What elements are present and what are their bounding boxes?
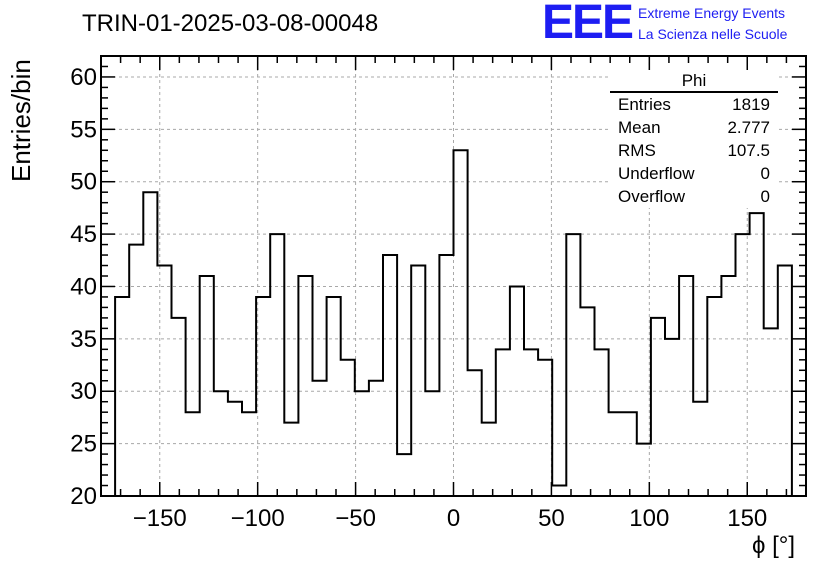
stats-row: Overflow 0 <box>610 185 778 208</box>
histogram-bin <box>609 412 623 496</box>
histogram-bin <box>242 412 256 496</box>
histogram-bin <box>538 360 552 496</box>
x-tick-label: −150 <box>133 505 187 532</box>
x-tick-label: 100 <box>629 505 669 532</box>
histogram-bin <box>721 276 735 496</box>
stats-value: 107.5 <box>727 141 770 160</box>
histogram-bin <box>298 276 312 496</box>
histogram-bin <box>764 328 778 496</box>
histogram-bin <box>129 245 143 496</box>
histogram-bin <box>341 360 355 496</box>
histogram-bin <box>750 213 764 496</box>
histogram-bin <box>439 255 453 496</box>
stats-label: Mean <box>618 118 661 137</box>
histogram-bin <box>651 318 665 496</box>
chart-title: TRIN-01-2025-03-08-00048 <box>82 10 379 37</box>
histogram-bin <box>313 381 327 496</box>
y-tick-label: 30 <box>70 378 97 405</box>
stats-value: 0 <box>760 187 770 206</box>
histogram-bin <box>679 276 693 496</box>
histogram-bin <box>270 234 284 496</box>
logo-text-line1: Extreme Energy Events <box>638 5 786 21</box>
y-tick-label: 40 <box>70 273 97 300</box>
histogram-bin <box>623 412 637 496</box>
x-axis-label: ϕ [°] <box>752 532 796 559</box>
y-tick-labels: 20 25 30 35 40 45 50 55 60 <box>70 64 97 510</box>
histogram-bin <box>172 318 186 496</box>
y-tick-label: 60 <box>70 64 97 91</box>
stats-box: Phi Entries 1819 Mean 2.777 RMS 107.5 Un… <box>610 70 778 208</box>
histogram-bin <box>778 266 792 496</box>
y-tick-label: 45 <box>70 221 97 248</box>
histogram-bin <box>454 150 468 496</box>
stats-value: 2.777 <box>727 118 770 137</box>
stats-row: Underflow 0 <box>610 162 778 185</box>
y-tick-label: 20 <box>70 483 97 510</box>
stats-label: RMS <box>618 141 656 160</box>
histogram-bin <box>496 349 510 496</box>
logo-text-line2: La Scienza nelle Scuole <box>638 26 788 42</box>
y-tick-label: 35 <box>70 326 97 353</box>
histogram-bin <box>411 266 425 496</box>
y-axis-label: Entries/bin <box>6 59 36 182</box>
histogram-bin <box>228 402 242 496</box>
histogram-bin <box>707 297 721 496</box>
histogram-bin <box>595 349 609 496</box>
stats-value: 1819 <box>732 95 770 114</box>
x-tick-label: 50 <box>538 505 565 532</box>
stats-label: Underflow <box>618 164 695 183</box>
stats-label: Entries <box>618 95 671 114</box>
stats-title: Phi <box>610 70 778 93</box>
stats-row: RMS 107.5 <box>610 139 778 162</box>
histogram-bin <box>665 339 679 496</box>
histogram-bin <box>284 423 298 496</box>
histogram-bin <box>186 412 200 496</box>
histogram-bin <box>327 297 341 496</box>
histogram-bin <box>693 402 707 496</box>
histogram-bin <box>200 276 214 496</box>
axis-ticks <box>100 55 807 497</box>
y-tick-label: 25 <box>70 431 97 458</box>
stats-row: Entries 1819 <box>610 93 778 116</box>
histogram-bin <box>115 297 129 496</box>
eee-logo-mark: EEE <box>542 0 634 49</box>
histogram-bin <box>143 192 157 496</box>
stats-label: Overflow <box>618 187 686 206</box>
x-tick-label: −50 <box>335 505 376 532</box>
histogram-bin <box>552 486 566 496</box>
x-tick-labels: −150 −100 −50 0 50 100 150 <box>133 505 768 532</box>
histogram-bin <box>397 454 411 496</box>
stats-row: Mean 2.777 <box>610 116 778 139</box>
y-axis-label-wrap: Entries/bin <box>6 59 36 212</box>
histogram-bin <box>369 381 383 496</box>
histogram-bin <box>256 297 270 496</box>
histogram-bin <box>482 423 496 496</box>
y-tick-label: 55 <box>70 116 97 143</box>
histogram-bin <box>580 307 594 496</box>
x-tick-label: −100 <box>231 505 285 532</box>
histogram-bin <box>524 349 538 496</box>
stats-value: 0 <box>760 164 770 183</box>
histogram-outline <box>114 149 793 496</box>
y-tick-label: 50 <box>70 169 97 196</box>
x-tick-label: 150 <box>727 505 767 532</box>
histogram-bin <box>383 255 397 496</box>
x-tick-label: 0 <box>447 505 460 532</box>
histogram-bin <box>566 234 580 496</box>
histogram-bin <box>468 370 482 496</box>
